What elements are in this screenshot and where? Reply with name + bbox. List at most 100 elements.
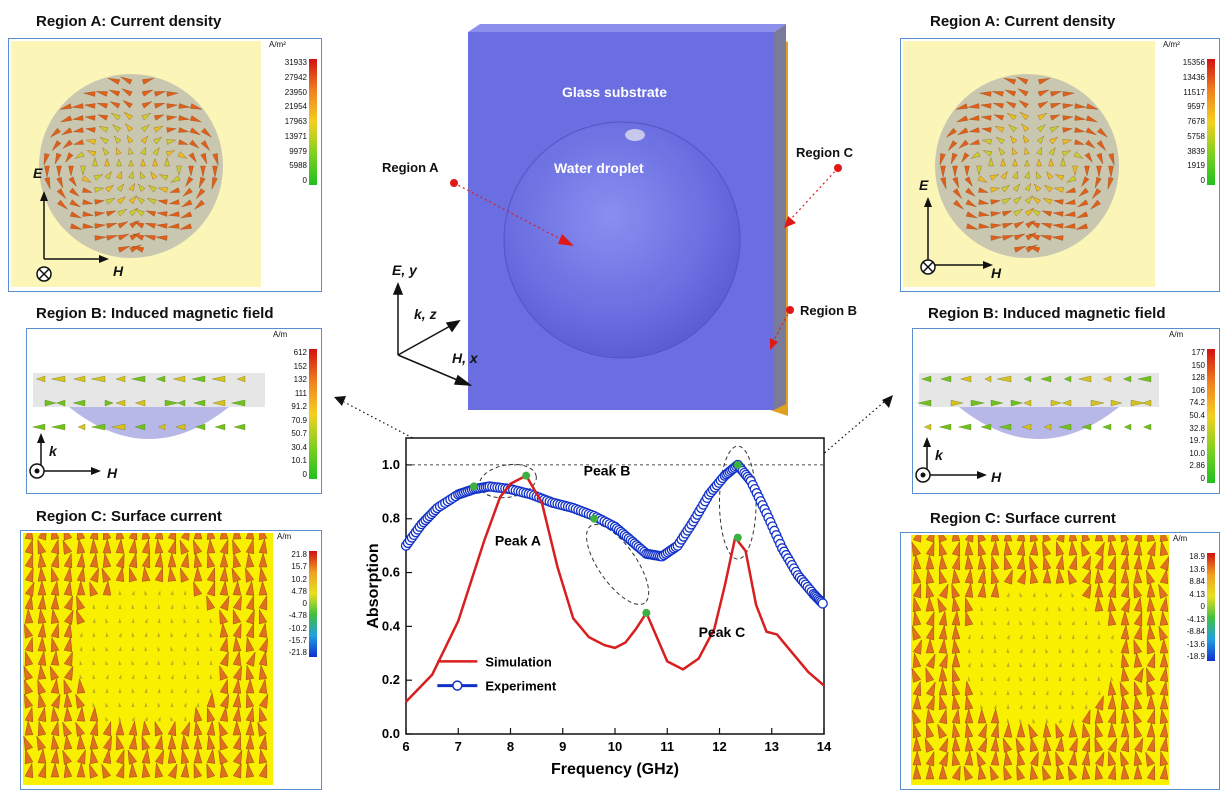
field-arrow — [1075, 223, 1088, 230]
surface-arrow — [245, 678, 255, 694]
surface-arrow — [1159, 694, 1169, 710]
field-arrow — [1001, 197, 1012, 205]
surface-arrow — [1146, 764, 1156, 781]
surface-arrow — [219, 580, 229, 596]
field-arrow — [141, 124, 150, 133]
surface-arrow — [219, 552, 229, 568]
field-arrow — [233, 423, 246, 431]
surface-arrow — [219, 693, 230, 709]
colorbar-tick-label: 5988 — [289, 161, 307, 171]
field-arrow — [921, 375, 932, 383]
field-arrow — [950, 152, 958, 165]
peak-marker — [590, 514, 599, 523]
surface-arrow — [245, 552, 255, 568]
surface-arrow — [1146, 638, 1156, 655]
field-arrow — [1096, 165, 1102, 177]
field-arrow — [990, 399, 1003, 407]
surface-arrow — [924, 737, 935, 753]
surface-arrow — [206, 552, 216, 569]
surface-arrow — [63, 692, 73, 708]
field-arrow — [1074, 103, 1086, 109]
field-arrow — [140, 158, 146, 167]
surface-arrow — [1003, 554, 1013, 571]
field-arrow — [120, 76, 133, 85]
y-tick-label: 1.0 — [382, 457, 400, 472]
surface-arrow — [1006, 662, 1010, 668]
colorbar-tick-label: 21954 — [284, 102, 307, 112]
field-arrow — [1058, 423, 1072, 431]
field-arrow — [1061, 399, 1072, 407]
field-arrow — [1028, 246, 1041, 253]
surface-arrow — [131, 632, 135, 638]
water-droplet-label: Water droplet — [554, 160, 644, 176]
field-arrow — [193, 399, 206, 407]
surface-arrow — [1067, 765, 1078, 781]
field-arrow — [128, 195, 137, 204]
surface-arrow — [63, 665, 74, 681]
surface-arrow — [193, 720, 203, 736]
surface-arrow — [23, 735, 34, 751]
colorbar-tick-label: 50.7 — [291, 429, 307, 439]
field-arrow — [128, 171, 134, 179]
field-arrow — [97, 103, 108, 109]
colorbar-tick-label: 5758 — [1187, 131, 1205, 141]
surface-arrow — [76, 552, 86, 568]
surface-arrow — [1071, 676, 1075, 682]
surface-arrow — [1019, 606, 1023, 612]
surface-arrow — [1107, 554, 1117, 571]
surface-arrow — [925, 722, 935, 739]
surface-arrow — [170, 688, 174, 694]
field-arrow — [1024, 171, 1030, 179]
field-arrow — [1048, 157, 1054, 167]
surface-arrow — [977, 554, 987, 570]
x-tick-label: 7 — [455, 739, 462, 754]
field-arrow — [83, 91, 96, 97]
left-a-axes — [36, 191, 109, 282]
surface-arrow — [1133, 610, 1143, 627]
field-arrow — [54, 152, 62, 165]
surface-arrow — [1145, 751, 1156, 767]
surface-arrow — [1042, 750, 1052, 766]
field-arrow — [1110, 399, 1123, 407]
field-arrow — [32, 423, 46, 431]
surface-arrow — [938, 751, 949, 767]
surface-arrow — [219, 609, 229, 625]
surface-arrow — [128, 734, 138, 750]
surface-arrow — [62, 749, 73, 765]
colorbar-tick-label: -10.2 — [288, 623, 307, 633]
surface-arrow — [925, 638, 935, 654]
surface-arrow — [118, 716, 122, 722]
right-a-unit: A/m² — [1163, 40, 1180, 49]
surface-arrow — [37, 720, 47, 737]
surface-arrow — [1094, 708, 1104, 724]
surface-arrow — [1006, 690, 1010, 696]
surface-arrow — [925, 596, 935, 612]
surface-arrow — [938, 568, 948, 585]
surface-arrow — [180, 734, 190, 750]
right-a-colorbar: A/m² 15356 13436 11517 9597 7678 5758 3839 1919… — [1163, 40, 1215, 193]
experiment-point — [817, 598, 828, 609]
surface-arrow — [258, 650, 268, 667]
surface-arrow — [1084, 620, 1088, 626]
surface-arrow — [92, 604, 96, 610]
surface-arrow — [92, 674, 96, 680]
surface-arrow — [1107, 582, 1117, 599]
field-arrow — [189, 115, 202, 123]
colorbar-tick-label: 30.4 — [291, 442, 307, 452]
surface-arrow — [258, 566, 268, 582]
surface-arrow — [1042, 554, 1052, 571]
surface-arrow — [167, 763, 178, 779]
surface-arrow — [1068, 750, 1078, 766]
surface-arrow — [1133, 722, 1143, 739]
surface-arrow — [1003, 722, 1013, 738]
x-tick-label: 11 — [660, 739, 674, 754]
surface-arrow — [1159, 708, 1169, 724]
surface-arrow — [912, 694, 922, 710]
surface-arrow — [1058, 718, 1062, 724]
field-arrow — [132, 233, 145, 241]
field-arrow — [994, 125, 1005, 133]
surface-arrow — [170, 674, 174, 680]
colorbar-tick-label: 0 — [1200, 176, 1205, 185]
field-arrow — [153, 125, 164, 133]
surface-arrow — [50, 678, 60, 694]
